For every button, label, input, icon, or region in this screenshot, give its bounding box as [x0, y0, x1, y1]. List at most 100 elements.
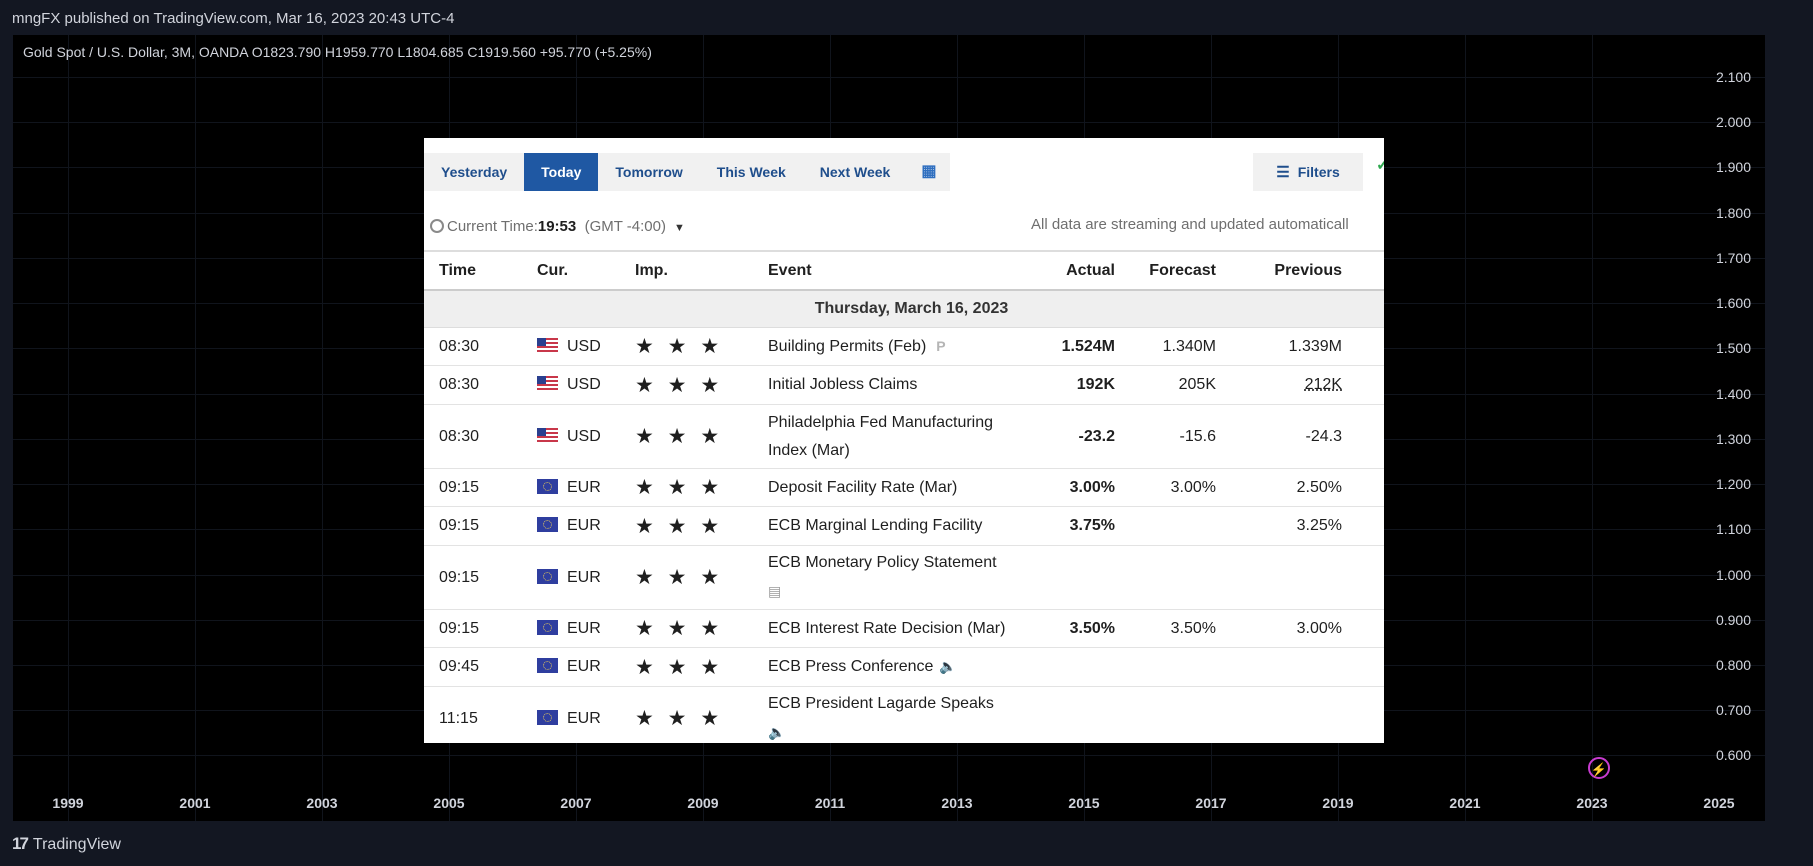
event-name[interactable]: Philadelphia Fed Manufacturing Index (Ma…: [753, 404, 1026, 469]
y-tick: 1.300: [1715, 431, 1751, 447]
filters-label: Filters: [1297, 164, 1340, 180]
y-tick: 0.600: [1715, 747, 1751, 763]
previous-value: [1216, 647, 1342, 687]
table-row[interactable]: 08:30 USD ★ ★ ★ Initial Jobless Claims 1…: [424, 365, 1384, 405]
event-time: 09:15: [424, 609, 522, 648]
y-tick: 1.600: [1715, 295, 1751, 311]
speaker-icon[interactable]: 🔈: [768, 724, 786, 740]
actual-value: 3.75%: [1026, 506, 1115, 546]
previous-value: [1216, 545, 1342, 610]
tradingview-footer[interactable]: 17 TradingView: [12, 834, 121, 854]
actual-value: [1026, 545, 1115, 610]
table-row[interactable]: 09:15 EUR ★ ★ ★ Deposit Facility Rate (M…: [424, 468, 1384, 507]
document-icon[interactable]: ▤: [768, 583, 782, 599]
importance-stars: ★ ★ ★: [620, 506, 753, 546]
x-tick: 2011: [814, 795, 846, 811]
table-row[interactable]: 09:45 EUR ★ ★ ★ ECB Press Conference 🔈: [424, 647, 1384, 687]
event-time: 08:30: [424, 404, 522, 469]
chevron-down-icon[interactable]: ▼: [673, 222, 685, 234]
currency: USD: [567, 427, 601, 445]
table-row[interactable]: 08:30 USD ★ ★ ★ Building Permits (Feb) P …: [424, 327, 1384, 366]
table-row[interactable]: 09:15 EUR ★ ★ ★ ECB Interest Rate Decisi…: [424, 609, 1384, 648]
lightning-icon[interactable]: ⚡: [1588, 757, 1610, 779]
forecast-value: 3.50%: [1115, 609, 1216, 648]
chart-area[interactable]: Gold Spot / U.S. Dollar, 3M, OANDA O1823…: [13, 35, 1765, 821]
forecast-value: [1115, 545, 1216, 610]
col-importance: Imp.: [620, 250, 753, 291]
previous-value: 3.00%: [1216, 609, 1342, 648]
event-time: 09:15: [424, 468, 522, 507]
previous-value: [1216, 686, 1342, 743]
importance-stars: ★ ★ ★: [620, 609, 753, 648]
event-name[interactable]: ECB Marginal Lending Facility: [753, 506, 1026, 546]
currency: EUR: [567, 478, 601, 496]
event-time: 09:15: [424, 545, 522, 610]
event-name[interactable]: ECB Interest Rate Decision (Mar): [753, 609, 1026, 648]
x-tick: 2019: [1322, 795, 1354, 811]
tab-yesterday[interactable]: Yesterday: [441, 164, 508, 180]
actual-value: 3.50%: [1026, 609, 1115, 648]
y-tick: 1.100: [1715, 521, 1751, 537]
speaker-icon[interactable]: 🔈: [939, 658, 957, 674]
timezone-selector[interactable]: (GMT -4:00): [584, 218, 666, 235]
x-tick: 2017: [1195, 795, 1227, 811]
table-row[interactable]: 09:15 EUR ★ ★ ★ ECB Marginal Lending Fac…: [424, 506, 1384, 546]
current-time-bar: Current Time:19:53 (GMT -4:00) ▼: [430, 218, 685, 235]
tab-tomorrow[interactable]: Tomorrow: [615, 164, 683, 180]
event-name[interactable]: ECB Press Conference: [768, 658, 934, 675]
tab-today[interactable]: Today: [524, 153, 599, 191]
actual-value: 192K: [1026, 365, 1115, 405]
eu-flag-icon: [537, 478, 558, 494]
importance-stars: ★ ★ ★: [620, 365, 753, 405]
currency: EUR: [567, 517, 601, 534]
event-name[interactable]: ECB Monetary Policy Statement: [768, 554, 997, 571]
event-name[interactable]: Initial Jobless Claims: [753, 365, 1026, 405]
event-time: 11:15: [424, 686, 522, 743]
currency: EUR: [567, 658, 601, 675]
y-tick: 0.700: [1715, 702, 1751, 718]
y-tick: 1.500: [1715, 340, 1751, 356]
event-name[interactable]: Building Permits (Feb): [768, 337, 927, 355]
event-time: 08:30: [424, 365, 522, 405]
eu-flag-icon: [537, 658, 558, 673]
current-time-label: Current Time:: [447, 218, 538, 235]
calendar-icon[interactable]: ▦: [921, 163, 937, 180]
x-tick: 2005: [433, 795, 465, 811]
table-row[interactable]: 11:15 EUR ★ ★ ★ ECB President Lagarde Sp…: [424, 686, 1384, 743]
actual-value: 3.00%: [1026, 468, 1115, 507]
y-tick: 2.000: [1715, 114, 1751, 130]
date-tabs: Yesterday Today Tomorrow This Week Next …: [424, 153, 951, 191]
tab-this-week[interactable]: This Week: [716, 164, 786, 180]
table-row[interactable]: 09:15 EUR ★ ★ ★ ECB Monetary Policy Stat…: [424, 545, 1384, 610]
actual-value: 1.524M: [1026, 327, 1115, 366]
eu-flag-icon: [537, 568, 558, 584]
previous-value[interactable]: 212K: [1216, 365, 1342, 405]
check-icon: ✓: [1376, 157, 1384, 174]
currency: EUR: [567, 619, 601, 637]
sliders-icon: ☰: [1276, 164, 1290, 181]
event-name[interactable]: Deposit Facility Rate (Mar): [753, 468, 1026, 507]
preliminary-icon: P: [936, 337, 946, 354]
tab-next-week[interactable]: Next Week: [819, 164, 891, 180]
previous-value: 3.25%: [1216, 506, 1342, 546]
events-table: Time Cur. Imp. Event Actual Forecast Pre…: [424, 250, 1384, 743]
currency: USD: [567, 337, 601, 355]
eu-flag-icon: [537, 709, 558, 725]
x-tick: 2007: [560, 795, 592, 811]
eu-flag-icon: [537, 619, 558, 635]
x-tick: 2003: [306, 795, 338, 811]
col-event: Event: [753, 250, 1026, 291]
importance-stars: ★ ★ ★: [620, 686, 753, 743]
event-name[interactable]: ECB President Lagarde Speaks: [768, 695, 994, 712]
actual-value: [1026, 686, 1115, 743]
y-tick: 1.800: [1715, 205, 1751, 221]
event-time: 09:45: [424, 647, 522, 687]
table-row[interactable]: 08:30 USD ★ ★ ★ Philadelphia Fed Manufac…: [424, 404, 1384, 469]
forecast-value: [1115, 647, 1216, 687]
forecast-value: 205K: [1115, 365, 1216, 405]
publisher-header: mngFX published on TradingView.com, Mar …: [12, 10, 455, 27]
filters-button[interactable]: ☰ Filters: [1253, 153, 1363, 191]
importance-stars: ★ ★ ★: [620, 647, 753, 687]
us-flag-icon: [537, 376, 558, 391]
currency: EUR: [567, 709, 601, 727]
